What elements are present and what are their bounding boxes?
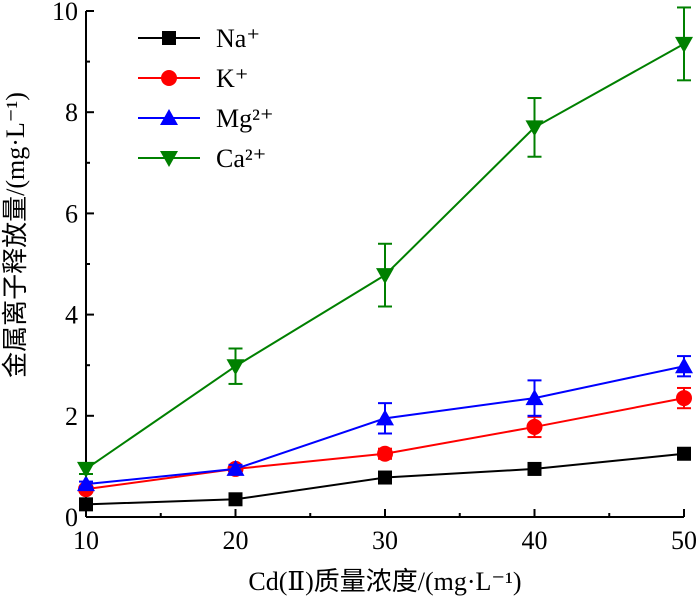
axes: 10 20 30 40 50 0 2 4 6 8 10 [52, 0, 697, 555]
legend-label: Mg²⁺ [216, 104, 274, 133]
y-tick-label: 2 [65, 402, 78, 431]
x-axis-label: Cd(Ⅱ)质量浓度/(mg·L⁻¹) [248, 567, 521, 596]
legend-label: K⁺ [216, 64, 249, 93]
data-point [228, 492, 243, 507]
legend-item: K⁺ [138, 64, 249, 93]
x-tick-label: 10 [73, 526, 99, 555]
legend-label: Ca²⁺ [216, 144, 266, 173]
data-point [376, 268, 394, 285]
data-point [675, 357, 693, 374]
x-tick-label: 30 [372, 526, 398, 555]
legend-item: Mg²⁺ [138, 104, 274, 133]
x-tick-label: 40 [522, 526, 548, 555]
legend-item: Ca²⁺ [138, 144, 266, 173]
legend-label: Na⁺ [216, 24, 260, 53]
series [77, 6, 693, 478]
series [77, 355, 693, 492]
data-point [161, 70, 177, 86]
y-tick-label: 6 [65, 199, 78, 228]
data-point [526, 418, 543, 435]
data-point [79, 497, 93, 512]
legend-item: Na⁺ [138, 24, 260, 53]
data-point [77, 461, 95, 478]
data-point [160, 109, 178, 125]
data-point [525, 120, 544, 137]
y-axis-label: 金属离子释放量/(mg·L⁻¹) [1, 92, 30, 378]
data-point [162, 31, 176, 45]
data-point [676, 390, 692, 407]
data-point [525, 389, 544, 406]
data-point [226, 459, 245, 476]
series-layer [77, 6, 693, 512]
data-point [226, 359, 245, 376]
data-point [527, 461, 542, 476]
x-tick-label: 20 [223, 526, 249, 555]
data-point [77, 475, 95, 492]
y-tick-label: 0 [65, 503, 78, 532]
data-point [677, 446, 691, 461]
data-point [376, 409, 394, 426]
data-point [675, 36, 693, 53]
series [79, 446, 691, 512]
y-tick-label: 10 [52, 0, 78, 26]
legend: Na⁺ K⁺ Mg²⁺ Ca²⁺ [138, 24, 274, 173]
y-tick-label: 8 [65, 98, 78, 127]
data-point [160, 151, 178, 167]
data-point [378, 470, 392, 485]
x-tick-label: 50 [671, 526, 697, 555]
y-tick-label: 4 [65, 301, 78, 330]
data-point [377, 445, 393, 462]
